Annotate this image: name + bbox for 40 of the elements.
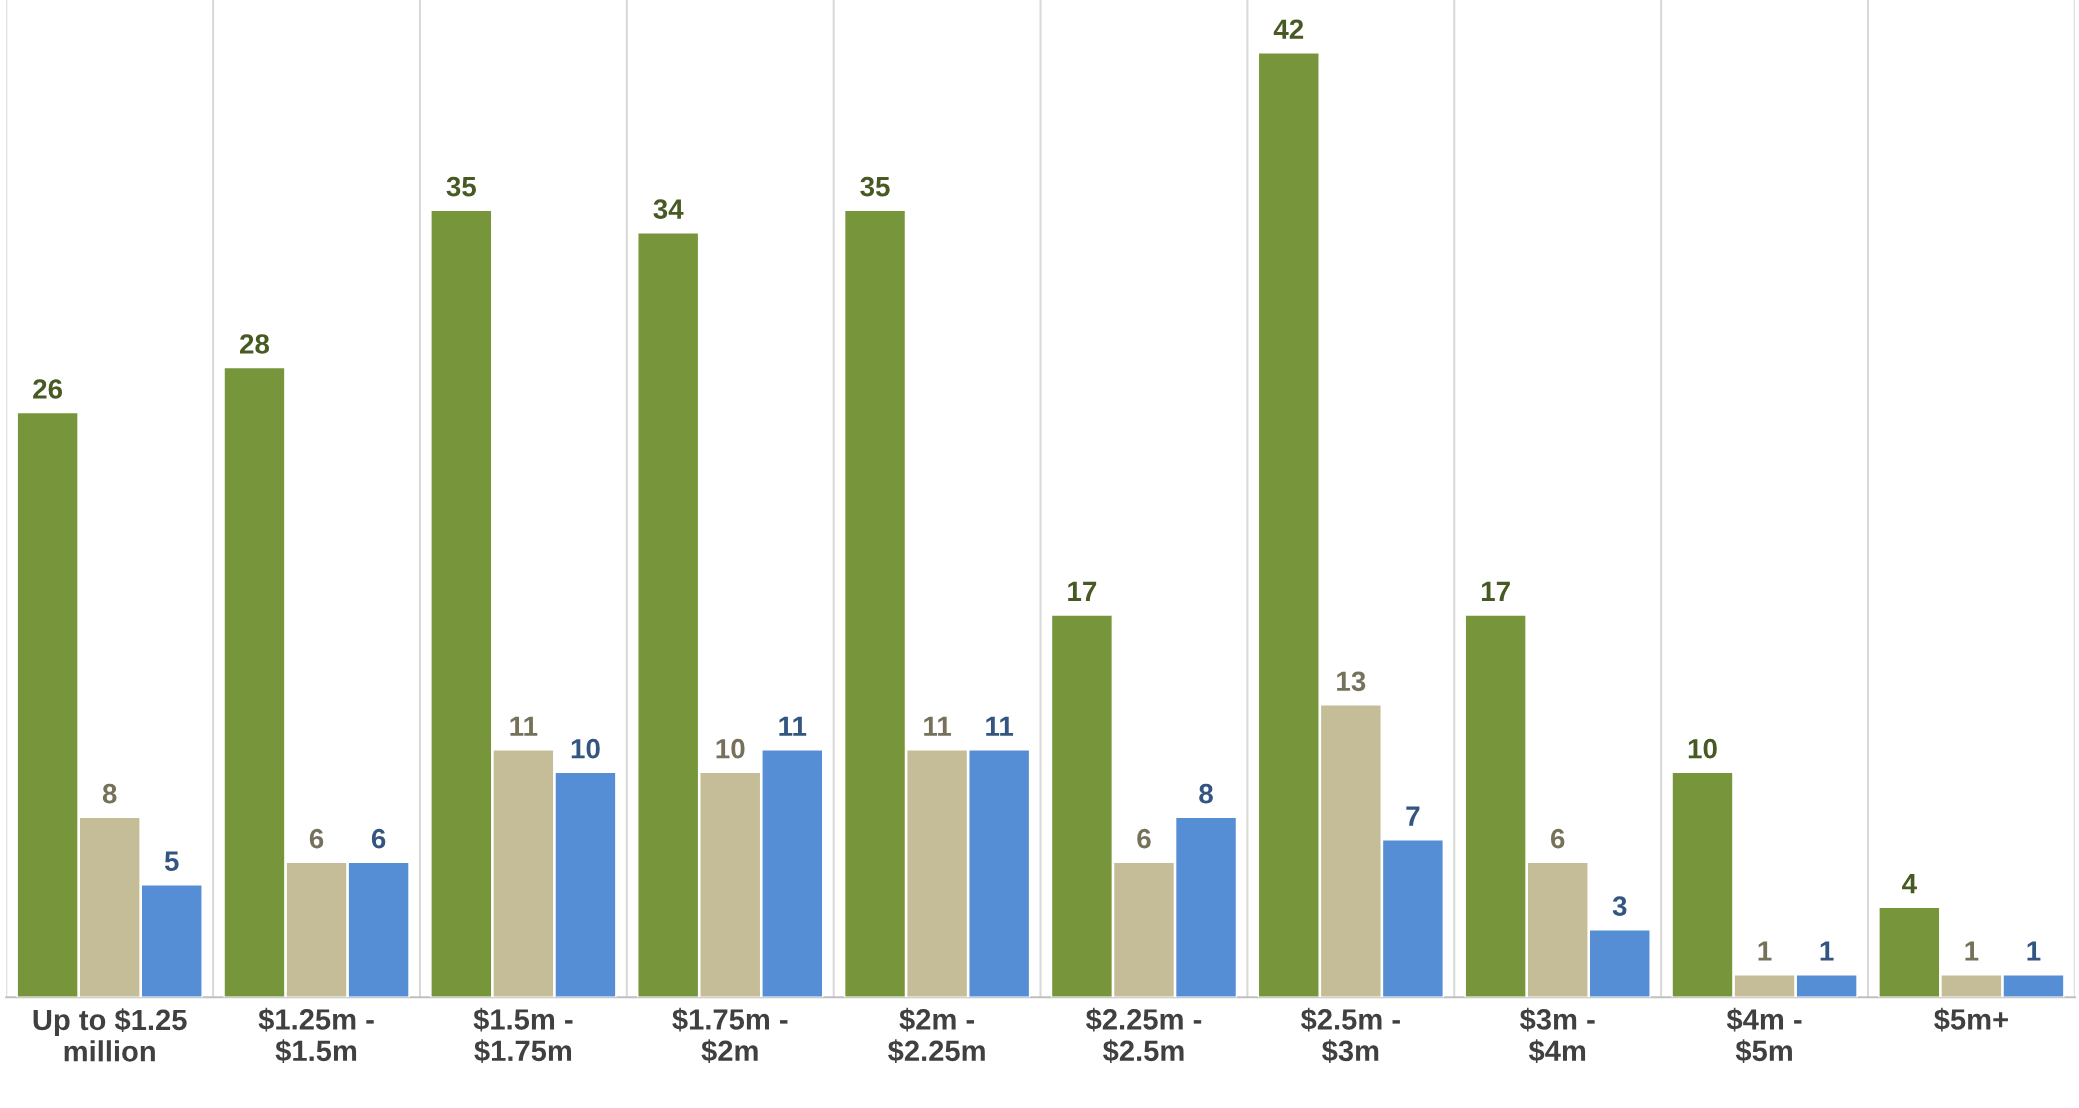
data-label: 8 — [1199, 783, 1213, 804]
data-label: 35 — [446, 176, 477, 197]
data-label: 6 — [371, 828, 386, 849]
data-label: 42 — [1273, 19, 1304, 39]
x-tick-label: $5m+ — [1934, 1007, 2008, 1032]
x-tick-label: $3m - $4m — [1519, 1007, 1595, 1064]
data-label: 3 — [1612, 896, 1627, 916]
x-tick-label: $2.5m - $3m — [1300, 1007, 1400, 1064]
data-label: 6 — [309, 828, 324, 849]
data-label: 17 — [1068, 581, 1097, 601]
data-label: 34 — [653, 199, 684, 219]
x-tick-label: $1.5m - $1.75m — [473, 1007, 573, 1064]
data-label: 7 — [1406, 806, 1420, 826]
x-tick-label: Up to $1.25 million — [33, 1008, 187, 1062]
data-label: 1 — [2027, 941, 2041, 961]
data-label: 11 — [510, 716, 538, 736]
data-label: 10 — [571, 738, 600, 759]
data-label: 13 — [1337, 671, 1366, 692]
x-tick-label: $1.75m - $2m — [672, 1007, 788, 1064]
data-label: 28 — [239, 334, 270, 354]
data-label: 6 — [1137, 828, 1151, 849]
data-label: 1 — [1758, 941, 1772, 961]
data-label: 10 — [1688, 738, 1717, 759]
x-tick-label: $4m - $5m — [1726, 1007, 1802, 1064]
data-label: 11 — [779, 716, 807, 736]
x-tick-label: $2m - $2.25m — [888, 1007, 985, 1064]
data-label: 10 — [716, 738, 745, 759]
data-label: 4 — [1902, 874, 1917, 894]
data-label: 1 — [1965, 941, 1979, 961]
data-label: 11 — [986, 716, 1014, 736]
x-tick-label: $1.25m - $1.5m — [258, 1007, 374, 1064]
x-tick-label: $2.25m - $2.5m — [1085, 1007, 1202, 1064]
data-label: 11 — [924, 716, 952, 736]
data-label: 26 — [33, 379, 63, 399]
data-label: 35 — [860, 176, 890, 197]
data-label: 5 — [164, 851, 179, 871]
data-label: 1 — [1820, 941, 1834, 961]
data-label: 6 — [1550, 828, 1565, 849]
data-label: 8 — [102, 783, 117, 804]
data-label: 17 — [1481, 581, 1510, 601]
